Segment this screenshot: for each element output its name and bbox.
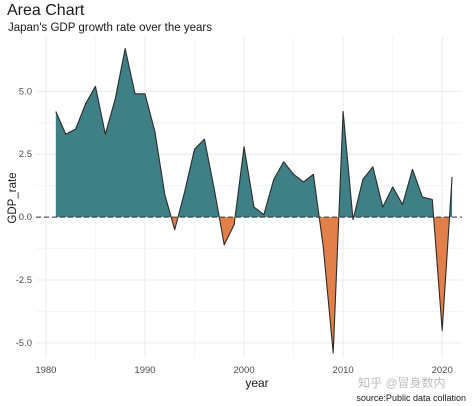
y-tick-label: -5.0 [16,338,32,349]
x-axis-label: year [245,376,269,390]
x-tick-label: 1980 [35,365,56,376]
chart-caption: source:Public data collation [356,393,466,403]
x-tick-label: 1990 [134,365,155,376]
chart-title: Area Chart [7,2,85,19]
y-tick-label: 2.5 [19,149,32,160]
x-tick-label: 2000 [233,365,254,376]
x-tick-label: 2020 [432,365,453,376]
area-positive [55,48,453,218]
y-tick-label: 0.0 [19,212,32,223]
watermark: 知乎 @冒身数内 [358,376,446,390]
y-tick-label: 5.0 [19,86,32,97]
series-line [55,48,453,354]
x-tick-label: 2010 [333,365,354,376]
chart-subtitle: Japan's GDP growth rate over the years [8,22,212,34]
y-tick-label: -2.5 [16,275,32,286]
